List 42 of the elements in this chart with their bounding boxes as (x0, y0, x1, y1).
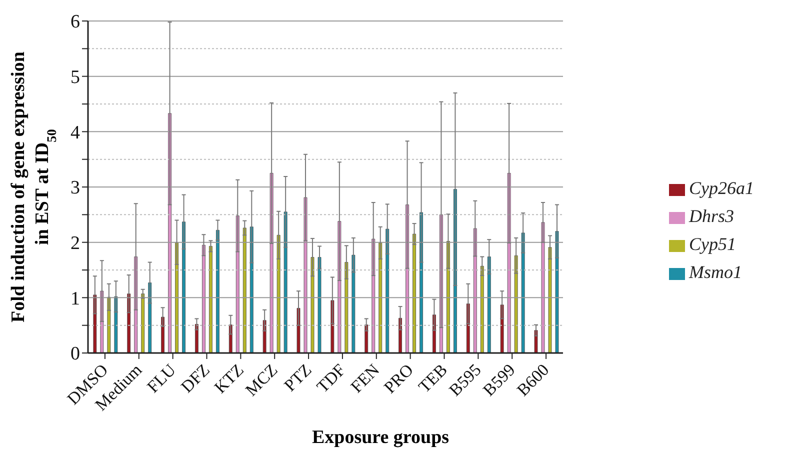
bar (514, 255, 518, 353)
bar (318, 257, 322, 353)
x-tick-label: PRO (380, 360, 418, 398)
bar (242, 228, 246, 353)
x-axis-title: Exposure groups (312, 427, 450, 448)
y-tick-label: 1 (70, 288, 80, 310)
legend-label: Msmo1 (689, 262, 742, 282)
x-tick-label: PTZ (280, 360, 316, 396)
y-tick-label: 0 (70, 344, 80, 365)
y-tick-label: 4 (70, 122, 80, 144)
legend-label: Cyp26a1 (689, 178, 754, 198)
bar (487, 256, 491, 353)
bar (202, 244, 206, 353)
bar (310, 257, 314, 353)
bar (182, 222, 186, 353)
bar (175, 242, 178, 353)
x-tick-label: TDF (313, 360, 350, 396)
legend-label: Cyp51 (689, 234, 736, 254)
y-tick-label: 3 (70, 178, 80, 199)
bar (284, 212, 288, 353)
bar (141, 294, 145, 353)
bar (344, 262, 348, 353)
bar (352, 254, 356, 353)
bar (386, 228, 390, 353)
y-tick-label: 5 (70, 67, 80, 88)
bar (304, 197, 308, 353)
bar (548, 247, 552, 353)
bar (480, 266, 484, 353)
bar (216, 230, 220, 353)
bar (114, 296, 118, 353)
bar (276, 234, 280, 353)
bar (555, 231, 559, 353)
y-tick-label: 6 (70, 12, 80, 33)
bar (473, 228, 477, 353)
bar (209, 246, 212, 353)
bar (446, 241, 450, 353)
bar (541, 222, 545, 353)
bar (378, 242, 382, 353)
legend-label: Dhrs3 (689, 206, 734, 226)
bar (412, 234, 416, 353)
bar (521, 232, 525, 353)
y-tick-label: 2 (70, 233, 80, 254)
